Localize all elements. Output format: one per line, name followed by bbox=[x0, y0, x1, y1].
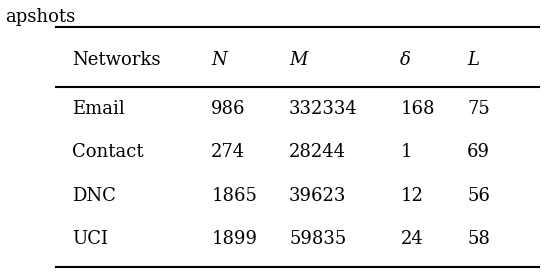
Text: 1899: 1899 bbox=[211, 230, 257, 248]
Text: L: L bbox=[467, 51, 479, 69]
Text: 332334: 332334 bbox=[289, 100, 358, 118]
Text: 69: 69 bbox=[467, 143, 490, 161]
Text: 1: 1 bbox=[400, 143, 412, 161]
Text: 274: 274 bbox=[211, 143, 245, 161]
Text: δ: δ bbox=[400, 51, 411, 69]
Text: 59835: 59835 bbox=[289, 230, 346, 248]
Text: Networks: Networks bbox=[72, 51, 161, 69]
Text: 1865: 1865 bbox=[211, 187, 257, 205]
Text: 28244: 28244 bbox=[289, 143, 346, 161]
Text: M: M bbox=[289, 51, 307, 69]
Text: 39623: 39623 bbox=[289, 187, 346, 205]
Text: UCI: UCI bbox=[72, 230, 108, 248]
Text: 56: 56 bbox=[467, 187, 490, 205]
Text: 12: 12 bbox=[400, 187, 423, 205]
Text: 58: 58 bbox=[467, 230, 490, 248]
Text: DNC: DNC bbox=[72, 187, 116, 205]
Text: Contact: Contact bbox=[72, 143, 144, 161]
Text: 24: 24 bbox=[400, 230, 423, 248]
Text: 986: 986 bbox=[211, 100, 246, 118]
Text: apshots: apshots bbox=[6, 8, 76, 26]
Text: Email: Email bbox=[72, 100, 125, 118]
Text: 75: 75 bbox=[467, 100, 490, 118]
Text: N: N bbox=[211, 51, 227, 69]
Text: 168: 168 bbox=[400, 100, 435, 118]
